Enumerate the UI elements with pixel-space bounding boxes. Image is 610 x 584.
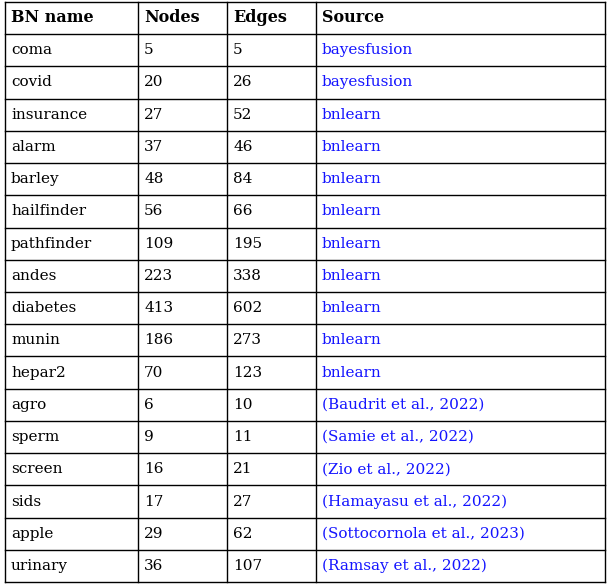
Text: 62: 62 xyxy=(233,527,253,541)
Text: bnlearn: bnlearn xyxy=(322,366,382,380)
Text: 17: 17 xyxy=(144,495,163,509)
Text: (Samie et al., 2022): (Samie et al., 2022) xyxy=(322,430,474,444)
Text: bnlearn: bnlearn xyxy=(322,269,382,283)
Text: alarm: alarm xyxy=(11,140,56,154)
Text: Edges: Edges xyxy=(233,9,287,26)
Text: 6: 6 xyxy=(144,398,154,412)
Text: sids: sids xyxy=(11,495,41,509)
Text: 9: 9 xyxy=(144,430,154,444)
Text: 273: 273 xyxy=(233,333,262,347)
Text: 20: 20 xyxy=(144,75,163,89)
Text: coma: coma xyxy=(11,43,52,57)
Text: 16: 16 xyxy=(144,463,163,477)
Text: 29: 29 xyxy=(144,527,163,541)
Text: diabetes: diabetes xyxy=(11,301,76,315)
Text: covid: covid xyxy=(11,75,52,89)
Text: munin: munin xyxy=(11,333,60,347)
Text: 413: 413 xyxy=(144,301,173,315)
Text: urinary: urinary xyxy=(11,559,68,573)
Text: 21: 21 xyxy=(233,463,253,477)
Text: agro: agro xyxy=(11,398,46,412)
Text: 107: 107 xyxy=(233,559,262,573)
Text: (Baudrit et al., 2022): (Baudrit et al., 2022) xyxy=(322,398,484,412)
Text: screen: screen xyxy=(11,463,62,477)
Text: pathfinder: pathfinder xyxy=(11,237,92,251)
Text: (Zio et al., 2022): (Zio et al., 2022) xyxy=(322,463,451,477)
Text: barley: barley xyxy=(11,172,60,186)
Text: bayesfusion: bayesfusion xyxy=(322,43,413,57)
Text: sperm: sperm xyxy=(11,430,59,444)
Text: 602: 602 xyxy=(233,301,262,315)
Text: 11: 11 xyxy=(233,430,253,444)
Text: 5: 5 xyxy=(144,43,154,57)
Text: 70: 70 xyxy=(144,366,163,380)
Text: 5: 5 xyxy=(233,43,243,57)
Text: hailfinder: hailfinder xyxy=(11,204,86,218)
Text: 52: 52 xyxy=(233,107,253,121)
Text: bnlearn: bnlearn xyxy=(322,140,382,154)
Text: apple: apple xyxy=(11,527,53,541)
Text: 56: 56 xyxy=(144,204,163,218)
Text: 37: 37 xyxy=(144,140,163,154)
Text: 27: 27 xyxy=(144,107,163,121)
Text: bnlearn: bnlearn xyxy=(322,172,382,186)
Text: bnlearn: bnlearn xyxy=(322,301,382,315)
Text: (Hamayasu et al., 2022): (Hamayasu et al., 2022) xyxy=(322,495,507,509)
Text: 186: 186 xyxy=(144,333,173,347)
Text: 26: 26 xyxy=(233,75,253,89)
Text: 36: 36 xyxy=(144,559,163,573)
Text: 223: 223 xyxy=(144,269,173,283)
Text: Nodes: Nodes xyxy=(144,9,200,26)
Text: (Ramsay et al., 2022): (Ramsay et al., 2022) xyxy=(322,559,487,573)
Text: bayesfusion: bayesfusion xyxy=(322,75,413,89)
Text: bnlearn: bnlearn xyxy=(322,107,382,121)
Text: 109: 109 xyxy=(144,237,173,251)
Text: 10: 10 xyxy=(233,398,253,412)
Text: bnlearn: bnlearn xyxy=(322,333,382,347)
Text: insurance: insurance xyxy=(11,107,87,121)
Text: hepar2: hepar2 xyxy=(11,366,66,380)
Text: 27: 27 xyxy=(233,495,253,509)
Text: 338: 338 xyxy=(233,269,262,283)
Text: 48: 48 xyxy=(144,172,163,186)
Text: bnlearn: bnlearn xyxy=(322,237,382,251)
Text: 66: 66 xyxy=(233,204,253,218)
Text: 46: 46 xyxy=(233,140,253,154)
Text: BN name: BN name xyxy=(11,9,93,26)
Text: 123: 123 xyxy=(233,366,262,380)
Text: 84: 84 xyxy=(233,172,253,186)
Text: Source: Source xyxy=(322,9,384,26)
Text: andes: andes xyxy=(11,269,56,283)
Text: bnlearn: bnlearn xyxy=(322,204,382,218)
Text: (Sottocornola et al., 2023): (Sottocornola et al., 2023) xyxy=(322,527,525,541)
Text: 195: 195 xyxy=(233,237,262,251)
